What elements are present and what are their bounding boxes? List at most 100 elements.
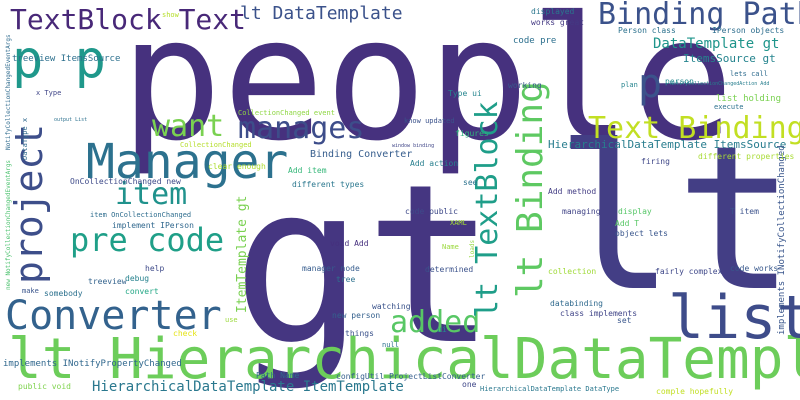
word-void-add: void Add — [330, 239, 369, 248]
word-implement-iperson: implement IPerson — [112, 221, 194, 230]
word-code-public: code public — [405, 207, 458, 216]
word-fairly-complex: fairly complex — [655, 267, 723, 276]
word-lt: lt — [555, 103, 796, 336]
word-iperson-objects: IPerson objects — [712, 26, 785, 35]
word-determined: determined — [425, 265, 474, 274]
word-item-oncollectionchanged: item OnCollectionChanged — [90, 211, 192, 219]
word-hierarchicaldatatemplate-itemssource: HierarchicalDataTemplate ItemsSource — [548, 138, 787, 151]
word-oncollectionchanged-new: OnCollectionChanged new — [70, 177, 181, 186]
word-add-t: Add T — [615, 219, 640, 228]
word-person: person — [665, 77, 694, 86]
word-notifycollectionchangedaction-add: NotifyCollectionChangedAction Add — [670, 81, 770, 87]
word-datatemplate-gt: DataTemplate gt — [653, 36, 780, 52]
word-want: want — [152, 109, 225, 144]
word-itemssource-gt: ItemsSource gt — [683, 52, 776, 65]
word-converter: Converter — [5, 293, 222, 339]
word-add-item: Add item — [288, 166, 327, 175]
word-help: help — [145, 264, 165, 273]
word-name: Name — [442, 243, 459, 251]
word-binding-converter: Binding Converter — [310, 149, 413, 160]
word-code-works: code works — [730, 264, 779, 273]
word-clear-enough: clear enough — [208, 162, 266, 171]
word-pre-code: pre code — [70, 221, 225, 259]
word-use: use — [225, 316, 238, 324]
word-project: project — [7, 123, 51, 284]
word-added: added — [390, 305, 481, 340]
word-public-void: public void — [18, 382, 71, 391]
word-object-lets: object lets — [615, 229, 668, 238]
word-ui: ui — [437, 325, 447, 334]
word-make: make — [22, 287, 39, 295]
word-lets-call: lets call — [730, 70, 768, 78]
word-figures: figures — [455, 129, 489, 138]
word-set: set — [617, 316, 632, 325]
word-databinding: databinding — [550, 299, 603, 308]
word-implements-inotifypropertychanged: implements INotifyPropertyChanged — [3, 359, 182, 369]
word-p-p: p p — [12, 30, 106, 90]
word-treeview-itemssource: treeview ItemsSource — [12, 54, 121, 64]
word-hierarchicaldatatemplate-itemtemplate: HierarchicalDataTemplate ItemTemplate — [92, 379, 404, 395]
word-watching: watching — [372, 302, 411, 311]
word-things: things — [345, 329, 374, 338]
word-convert: convert — [125, 287, 159, 296]
word-xaml: XAML — [450, 219, 467, 227]
word-display: display — [618, 207, 652, 216]
word-lt-hierarchicaldatatemplate: lt HierarchicalDataTemplate — [8, 327, 800, 392]
word-list: list — [668, 283, 800, 353]
word-window-binding: window binding — [392, 143, 435, 149]
word-itemtemplate-gt: ItemTemplate gt — [235, 195, 250, 313]
word-different-types: different types — [292, 180, 365, 189]
word-text-binding: Text Binding — [588, 111, 800, 146]
word-one: one — [462, 380, 477, 389]
word-null: null — [382, 341, 399, 349]
word-works-great: works great — [531, 18, 584, 27]
word-implements-inotifycollectionchanged: implements INotifyCollectionChanged — [777, 145, 787, 335]
word-lt-datatemplate: lt DataTemplate — [240, 3, 403, 24]
word-debug: debug — [125, 274, 150, 283]
word-collectionchanged-event: CollectionChanged event — [238, 109, 335, 117]
word-item: item — [115, 177, 188, 212]
word-person-class: Person class — [618, 26, 676, 35]
word-manages: manages — [238, 111, 365, 146]
word-loads: loads — [469, 239, 476, 258]
word-textblock-text: TextBlock Text — [10, 3, 247, 36]
word-plan: plan — [621, 81, 638, 89]
word-execute: execute — [714, 103, 744, 111]
word-manager-node: manager node — [302, 264, 360, 273]
word-new-notifycollectionchangedeventargs: new NotifyCollectionChangedEventArgs — [5, 159, 12, 290]
word-path-name: Path Name — [256, 371, 300, 380]
word-treeview: treeview — [88, 277, 127, 286]
word-hierarchicaldatatemplate-datatype: HierarchicalDataTemplate DataType — [480, 385, 620, 393]
word-managing: managing — [562, 207, 601, 216]
word-comple-hopefully: comple hopefully — [656, 387, 734, 396]
word-know-updated: know updated — [404, 117, 455, 125]
word-list-holding: list holding — [716, 94, 782, 104]
word-see: see — [463, 178, 478, 187]
word-new-person: new person — [332, 311, 381, 320]
word-somebody: somebody — [44, 289, 83, 298]
word-working: working — [508, 81, 542, 90]
word-collectionchanged: CollectionChanged — [180, 141, 252, 149]
word-datatype-x: DataType x — [21, 117, 29, 160]
word-tree: tree — [336, 275, 356, 284]
word-class-implements: class implements — [560, 309, 638, 318]
word-code-pre: code pre — [513, 36, 557, 46]
word-collection: collection — [548, 267, 597, 276]
word-type-ui: Type ui — [448, 89, 482, 98]
word-lt-binding: lt Binding — [510, 81, 551, 298]
word-configutil-projectlistconverter: configUtil ProjectListConverter — [336, 372, 486, 381]
word-notifycollectionchangedeventargs: NotifyCollectionChangedEventArgs — [5, 34, 12, 150]
word-output-list: output List — [54, 117, 88, 123]
word-manager: Manager — [86, 134, 289, 190]
word-binding-path: Binding Path — [598, 0, 800, 32]
word-add-method: Add method — [548, 187, 597, 196]
word-x-type: x Type — [36, 89, 62, 97]
word-check: check — [173, 329, 198, 338]
word-displayed: displayed — [531, 7, 575, 16]
word-people: people — [120, 0, 735, 179]
word-t-item: T item — [730, 207, 759, 216]
word-different-properties: different properties — [698, 152, 795, 161]
word-p: p — [638, 61, 663, 107]
word-gt: gt — [232, 137, 497, 393]
